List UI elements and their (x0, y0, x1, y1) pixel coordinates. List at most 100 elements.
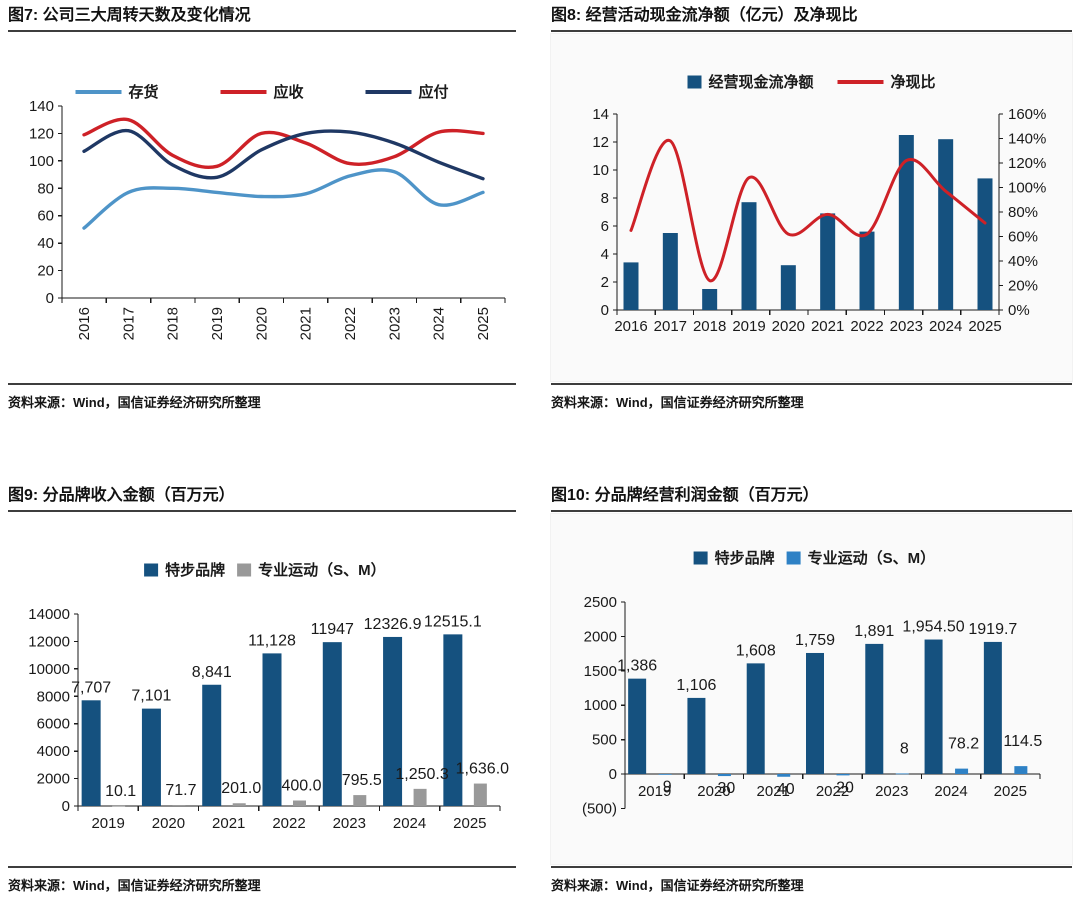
legend-label: 特步品牌 (165, 561, 225, 579)
y-tick-label: 60 (37, 208, 54, 225)
value-label: 11,128 (248, 632, 296, 649)
y-axis-right: 0% 20% 40% 60% 80% 100% 120% 140% 160% (998, 106, 1046, 319)
y-tick-label: 60% (1008, 229, 1038, 246)
y-tick-label: 40% (1008, 253, 1038, 270)
bar (443, 634, 463, 806)
figure-8-bottom-rule (551, 383, 1072, 385)
y-tick-label: 14000 (28, 606, 70, 623)
value-label: 1,891 (854, 623, 894, 640)
x-tick-label: 2025 (475, 307, 492, 340)
bar (806, 652, 824, 774)
value-label: 30 (718, 780, 736, 797)
y-tick-label: 4000 (37, 743, 70, 760)
bar (1014, 766, 1028, 774)
legend: 经营现金流净额 净现比 (687, 73, 936, 91)
y-tick-label: 2000 (37, 771, 70, 788)
figure-10-title-rule (551, 510, 1072, 512)
value-label: 400.0 (281, 778, 321, 795)
legend-square-swatch-经营现金流净额 (687, 75, 702, 89)
y-tick-label: 120% (1008, 155, 1046, 172)
bar (473, 783, 487, 806)
y-tick-label: 14 (592, 106, 609, 123)
figure-9-bottom-rule (8, 866, 516, 868)
x-tick-label: 2019 (91, 815, 124, 832)
value-label: 71.7 (165, 782, 196, 799)
y-tick-label: 10 (592, 162, 609, 179)
x-tick-label: 2021 (298, 307, 315, 340)
figure-9-source-note: 资料来源：Wind，国信证券经济研究所整理 (8, 878, 261, 893)
x-tick-label: 2016 (614, 318, 647, 335)
figure-10-source-note: 资料来源：Wind，国信证券经济研究所整理 (551, 878, 804, 893)
value-label: 8 (900, 740, 909, 757)
y-tick-label: 80 (37, 180, 54, 197)
y-tick-label: 160% (1008, 106, 1046, 123)
bar (202, 684, 222, 806)
x-tick-label: 2024 (934, 783, 967, 800)
y-tick-label: 40 (37, 235, 54, 252)
legend-square-swatch-特步品牌 (144, 563, 159, 577)
x-tick-label: 2019 (209, 307, 226, 340)
y-tick-label: 20% (1008, 278, 1038, 295)
bar (112, 805, 126, 807)
bar (717, 774, 731, 777)
y-axis-left: 0 20 40 60 80 100 120 140 (29, 98, 63, 307)
figure-7-line-chart: 存货 应收 应付 0 20 40 60 80 100 120 140 2016 2017 2018 2019… (8, 34, 516, 381)
legend-square-swatch-专业运动（S、M） (786, 551, 801, 565)
series-bars-特步品牌: 7,707 7,101 8,841 11,128 11947 12326.9 12515.1 (71, 613, 482, 806)
bar (777, 774, 791, 777)
value-label: 9 (663, 779, 672, 796)
x-tick-label: 2022 (850, 318, 883, 335)
bar (977, 178, 993, 310)
x-axis (61, 297, 506, 303)
figure-8-panel: 图8: 经营活动现金流净额（亿元）及净现比 经营现金流净额 净现比 0 2 4 6 8 10 1… (550, 6, 1073, 411)
y-tick-label: 6 (601, 218, 609, 235)
bar (232, 803, 246, 806)
figure-9-title-rule (8, 510, 516, 512)
y-tick-label: 12 (592, 134, 609, 151)
value-label: 10.1 (105, 783, 136, 800)
x-tick-label: 2023 (875, 783, 908, 800)
bar (687, 697, 706, 774)
bar (746, 663, 765, 774)
legend-label: 应付 (419, 83, 449, 101)
legend-label: 应收 (274, 83, 304, 101)
figure-10-panel: 图10: 分品牌经营利润金额（百万元） 特步品牌 专业运动（S、M） (500) 0 5… (550, 486, 1073, 894)
y-tick-label: 2000 (584, 628, 617, 645)
value-label: 1,636.0 (456, 761, 509, 778)
value-label: 1,954.50 (902, 619, 964, 636)
y-tick-label: 140 (29, 98, 54, 115)
x-category-labels: 2016 2017 2018 2019 2020 2021 2022 2023 2024 2025 (614, 318, 1001, 335)
y-tick-label: 6000 (37, 716, 70, 733)
x-tick-label: 2020 (772, 318, 805, 335)
y-tick-label: 100 (29, 153, 54, 170)
bar (865, 643, 884, 774)
x-tick-label: 2019 (732, 318, 765, 335)
series-line-应付 (82, 128, 485, 181)
x-tick-label: 2025 (994, 783, 1027, 800)
x-tick-label: 2020 (697, 783, 730, 800)
series-line-净现比 (629, 139, 987, 283)
y-tick-label: 10000 (28, 661, 70, 678)
x-tick-label: 2018 (693, 318, 726, 335)
figure-8-bar-line-chart: 经营现金流净额 净现比 0 2 4 6 8 10 12 14 0% 20% 40% 60% 80% 100% 1… (550, 33, 1073, 382)
y-tick-label: 0 (46, 290, 54, 307)
figure-7-title-rule (8, 30, 516, 32)
series-line-存货 (82, 168, 485, 230)
bar (81, 700, 101, 806)
y-tick-label: 0 (62, 798, 70, 815)
y-tick-label: 80% (1008, 204, 1038, 221)
y-tick-label: 0 (609, 766, 617, 783)
bar (938, 139, 954, 310)
value-label: 11947 (311, 621, 354, 638)
x-tick-label: 2025 (968, 318, 1001, 335)
x-tick-label: 2017 (120, 307, 137, 340)
x-tick-label: 2024 (431, 307, 448, 340)
figure-8-title-rule (551, 30, 1072, 32)
figure-10-bottom-rule (551, 866, 1072, 868)
figure-7-bottom-rule (8, 383, 516, 385)
figure-9-title: 图9: 分品牌收入金额（百万元） (8, 487, 235, 504)
value-label: 7,707 (71, 679, 111, 696)
x-tick-label: 2024 (393, 815, 426, 832)
x-tick-label: 2021 (212, 815, 245, 832)
y-tick-label: 120 (29, 125, 54, 142)
